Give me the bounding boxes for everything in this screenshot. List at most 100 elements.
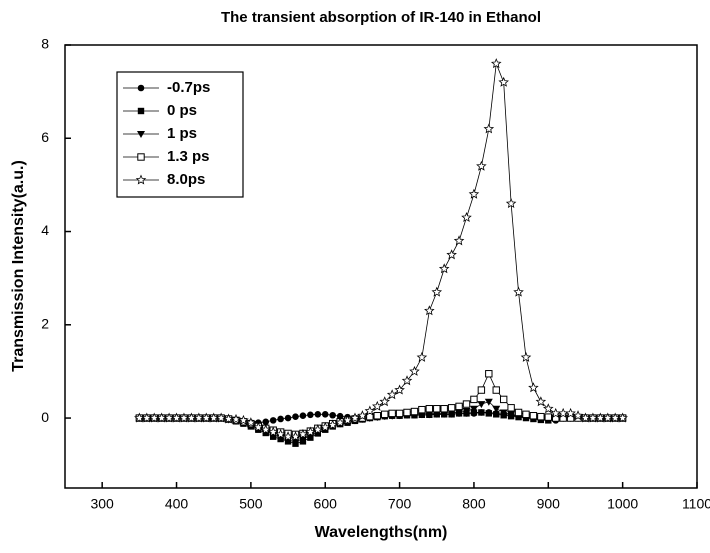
marker: [493, 411, 500, 418]
marker: [329, 411, 336, 419]
marker: [505, 198, 517, 209]
marker: [238, 414, 249, 425]
marker: [528, 382, 539, 393]
marker: [537, 412, 545, 421]
marker: [433, 405, 441, 413]
marker: [379, 396, 390, 407]
y-tick-label: 6: [41, 129, 49, 145]
marker: [401, 375, 413, 386]
marker: [507, 411, 516, 419]
marker: [290, 431, 301, 442]
marker: [431, 286, 443, 297]
x-tick-label: 400: [165, 496, 189, 512]
marker: [446, 249, 457, 260]
marker: [425, 405, 434, 413]
marker: [499, 409, 508, 417]
marker: [245, 417, 257, 428]
marker: [388, 409, 396, 418]
marker: [461, 211, 472, 223]
marker: [364, 405, 376, 416]
x-tick-label: 300: [90, 496, 114, 512]
marker: [462, 400, 471, 408]
marker: [544, 413, 552, 421]
marker: [373, 412, 381, 420]
legend-marker: [137, 131, 145, 138]
marker: [470, 395, 478, 404]
legend-label: 1 ps: [167, 125, 197, 142]
marker: [529, 412, 538, 420]
marker: [490, 58, 502, 69]
marker: [455, 409, 464, 417]
marker: [513, 286, 524, 297]
marker: [269, 417, 277, 424]
x-tick-label: 700: [388, 496, 412, 512]
marker: [284, 414, 292, 422]
marker: [314, 411, 322, 418]
marker: [403, 408, 411, 417]
marker: [253, 421, 264, 432]
marker: [342, 414, 353, 425]
marker: [334, 417, 346, 428]
marker: [357, 410, 368, 421]
marker: [275, 428, 286, 439]
legend-label: 8.0ps: [167, 171, 205, 188]
marker: [485, 410, 493, 417]
marker: [440, 405, 448, 413]
marker: [507, 404, 515, 412]
marker: [386, 389, 398, 400]
marker: [498, 76, 509, 87]
marker: [520, 351, 532, 362]
marker: [349, 412, 361, 423]
marker: [477, 386, 486, 394]
marker: [395, 409, 404, 418]
marker: [477, 401, 486, 409]
marker: [223, 413, 234, 424]
marker: [469, 405, 478, 413]
marker: [409, 365, 420, 376]
marker: [485, 370, 493, 378]
marker: [381, 410, 389, 419]
marker: [565, 407, 576, 418]
marker: [230, 413, 242, 424]
legend-marker: [137, 107, 145, 115]
marker: [447, 404, 456, 412]
marker: [321, 411, 329, 418]
legend-marker: [137, 84, 145, 92]
marker: [215, 412, 227, 423]
marker: [543, 403, 554, 414]
legend-marker: [137, 153, 145, 161]
y-tick-label: 0: [41, 409, 49, 425]
marker: [492, 386, 500, 394]
marker: [299, 412, 307, 420]
marker: [492, 405, 501, 413]
marker: [455, 402, 463, 411]
marker: [476, 160, 487, 171]
legend-box: [116, 71, 244, 198]
legend-label: -0.7ps: [167, 79, 210, 96]
marker: [262, 418, 270, 426]
marker: [453, 235, 465, 246]
x-tick-label: 1000: [607, 496, 638, 512]
marker: [312, 424, 324, 435]
marker: [478, 409, 485, 416]
marker: [372, 400, 383, 411]
marker: [535, 396, 547, 407]
y-axis-label: Transmission Intensity(a.u.): [10, 160, 27, 372]
marker: [327, 419, 338, 430]
marker: [468, 188, 480, 199]
marker: [305, 426, 316, 437]
marker: [260, 424, 272, 435]
marker: [522, 410, 530, 419]
marker: [336, 412, 344, 420]
y-tick-label: 4: [41, 222, 49, 238]
marker: [418, 405, 426, 414]
marker: [292, 413, 299, 420]
marker: [416, 351, 428, 362]
x-tick-label: 900: [537, 496, 561, 512]
x-axis-label: Wavelengths(nm): [315, 524, 448, 541]
legend-marker: [135, 174, 147, 185]
x-tick-label: 600: [314, 496, 338, 512]
marker: [499, 395, 508, 404]
marker: [297, 428, 309, 439]
